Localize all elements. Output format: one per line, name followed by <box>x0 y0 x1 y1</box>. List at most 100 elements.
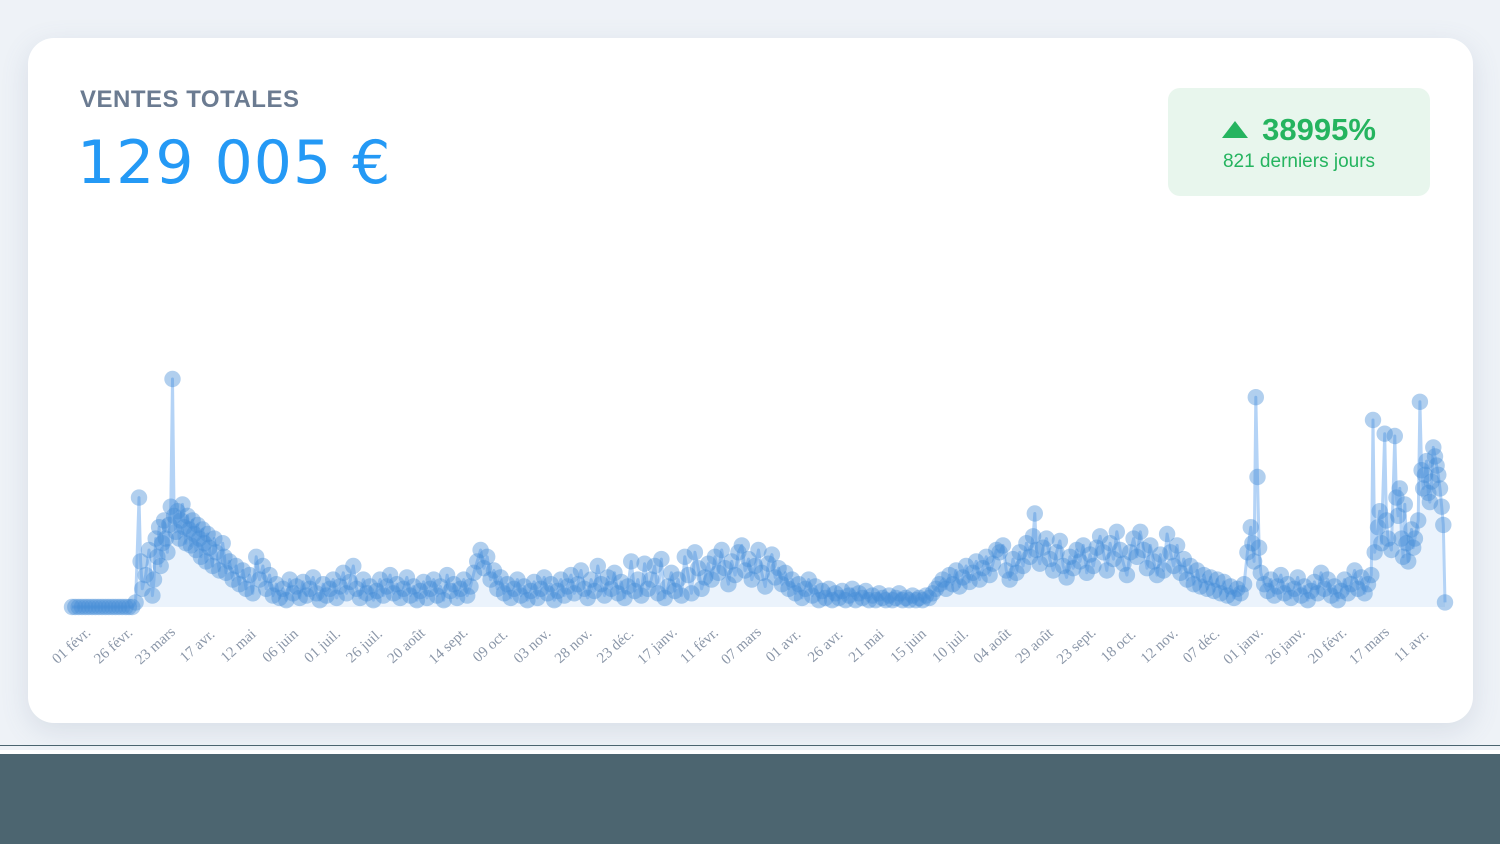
data-point[interactable] <box>1333 582 1350 600</box>
data-point[interactable] <box>1266 587 1283 604</box>
data-point[interactable] <box>465 564 483 581</box>
data-point[interactable] <box>860 592 878 609</box>
data-point[interactable] <box>767 569 784 586</box>
data-point[interactable] <box>1389 507 1407 524</box>
data-point[interactable] <box>1158 525 1176 543</box>
data-point[interactable] <box>73 598 91 616</box>
data-point[interactable] <box>522 582 539 600</box>
data-point[interactable] <box>1346 562 1363 579</box>
data-point[interactable] <box>1078 564 1095 581</box>
data-point[interactable] <box>1418 452 1435 470</box>
data-point[interactable] <box>479 548 496 565</box>
data-point[interactable] <box>1152 546 1169 563</box>
data-point[interactable] <box>345 557 362 575</box>
data-point[interactable] <box>991 544 1008 561</box>
data-point[interactable] <box>1128 548 1146 565</box>
data-point[interactable] <box>1125 530 1142 547</box>
data-point[interactable] <box>880 587 898 604</box>
data-point[interactable] <box>636 555 653 572</box>
data-point[interactable] <box>176 519 193 536</box>
data-point[interactable] <box>1182 557 1199 575</box>
data-point[interactable] <box>1024 528 1042 545</box>
data-point[interactable] <box>117 598 134 616</box>
data-point[interactable] <box>1088 539 1105 556</box>
data-point[interactable] <box>710 564 727 581</box>
data-point[interactable] <box>857 582 874 600</box>
data-point[interactable] <box>348 580 365 597</box>
data-point[interactable] <box>847 592 864 609</box>
data-point[interactable] <box>157 530 174 547</box>
data-point[interactable] <box>850 585 868 602</box>
data-point[interactable] <box>1359 576 1377 593</box>
data-point[interactable] <box>1118 566 1136 584</box>
data-point[interactable] <box>549 582 566 600</box>
data-point[interactable] <box>445 576 462 593</box>
data-point[interactable] <box>438 566 456 584</box>
data-point[interactable] <box>1403 521 1420 538</box>
data-point[interactable] <box>1115 555 1132 572</box>
data-point[interactable] <box>172 512 189 529</box>
data-point[interactable] <box>683 585 700 602</box>
data-point[interactable] <box>1279 576 1296 593</box>
data-point[interactable] <box>1229 580 1246 597</box>
data-point[interactable] <box>308 585 325 602</box>
data-point[interactable] <box>318 587 335 604</box>
data-point[interactable] <box>164 370 181 388</box>
data-point[interactable] <box>1299 592 1316 609</box>
data-point[interactable] <box>165 507 183 524</box>
data-point[interactable] <box>155 512 173 529</box>
data-point[interactable] <box>807 578 824 595</box>
data-point[interactable] <box>994 537 1012 554</box>
data-point[interactable] <box>576 580 593 597</box>
data-point[interactable] <box>482 571 499 588</box>
data-point[interactable] <box>97 598 114 616</box>
data-point[interactable] <box>586 582 603 600</box>
data-point[interactable] <box>422 580 439 597</box>
data-point[interactable] <box>870 585 888 602</box>
data-point[interactable] <box>355 571 372 588</box>
data-point[interactable] <box>706 548 724 565</box>
data-point[interactable] <box>827 585 844 602</box>
data-point[interactable] <box>398 569 416 586</box>
data-point[interactable] <box>1292 587 1310 604</box>
data-point[interactable] <box>1222 578 1239 595</box>
data-point[interactable] <box>864 587 881 604</box>
data-point[interactable] <box>810 592 827 609</box>
data-point[interactable] <box>154 535 171 552</box>
data-point[interactable] <box>145 571 163 588</box>
data-point[interactable] <box>1108 523 1126 540</box>
data-point[interactable] <box>1383 541 1400 559</box>
data-point[interactable] <box>1148 566 1166 584</box>
data-point[interactable] <box>726 566 744 584</box>
data-point[interactable] <box>1373 535 1390 552</box>
data-point[interactable] <box>140 541 158 559</box>
data-point[interactable] <box>803 587 821 604</box>
data-point[interactable] <box>613 573 630 591</box>
data-point[interactable] <box>1021 548 1038 565</box>
data-point[interactable] <box>703 571 720 588</box>
data-point[interactable] <box>174 496 191 513</box>
data-point[interactable] <box>87 598 104 616</box>
data-point[interactable] <box>1058 569 1075 586</box>
data-point[interactable] <box>281 571 298 588</box>
data-point[interactable] <box>619 578 637 595</box>
data-point[interactable] <box>954 569 971 586</box>
data-point[interactable] <box>676 548 693 565</box>
data-point[interactable] <box>753 564 770 581</box>
data-point[interactable] <box>301 580 318 597</box>
data-point[interactable] <box>1262 571 1280 588</box>
data-point[interactable] <box>435 592 452 609</box>
data-point[interactable] <box>462 578 479 595</box>
data-point[interactable] <box>294 573 312 591</box>
data-point[interactable] <box>669 571 687 588</box>
data-point[interactable] <box>971 571 988 588</box>
data-point[interactable] <box>1398 535 1415 552</box>
data-point[interactable] <box>1122 544 1139 561</box>
data-point[interactable] <box>1038 530 1055 547</box>
data-point[interactable] <box>515 578 533 595</box>
data-point[interactable] <box>368 582 385 600</box>
data-point[interactable] <box>264 587 282 604</box>
data-point[interactable] <box>134 580 151 597</box>
data-point[interactable] <box>271 589 288 607</box>
data-point[interactable] <box>1004 550 1022 568</box>
